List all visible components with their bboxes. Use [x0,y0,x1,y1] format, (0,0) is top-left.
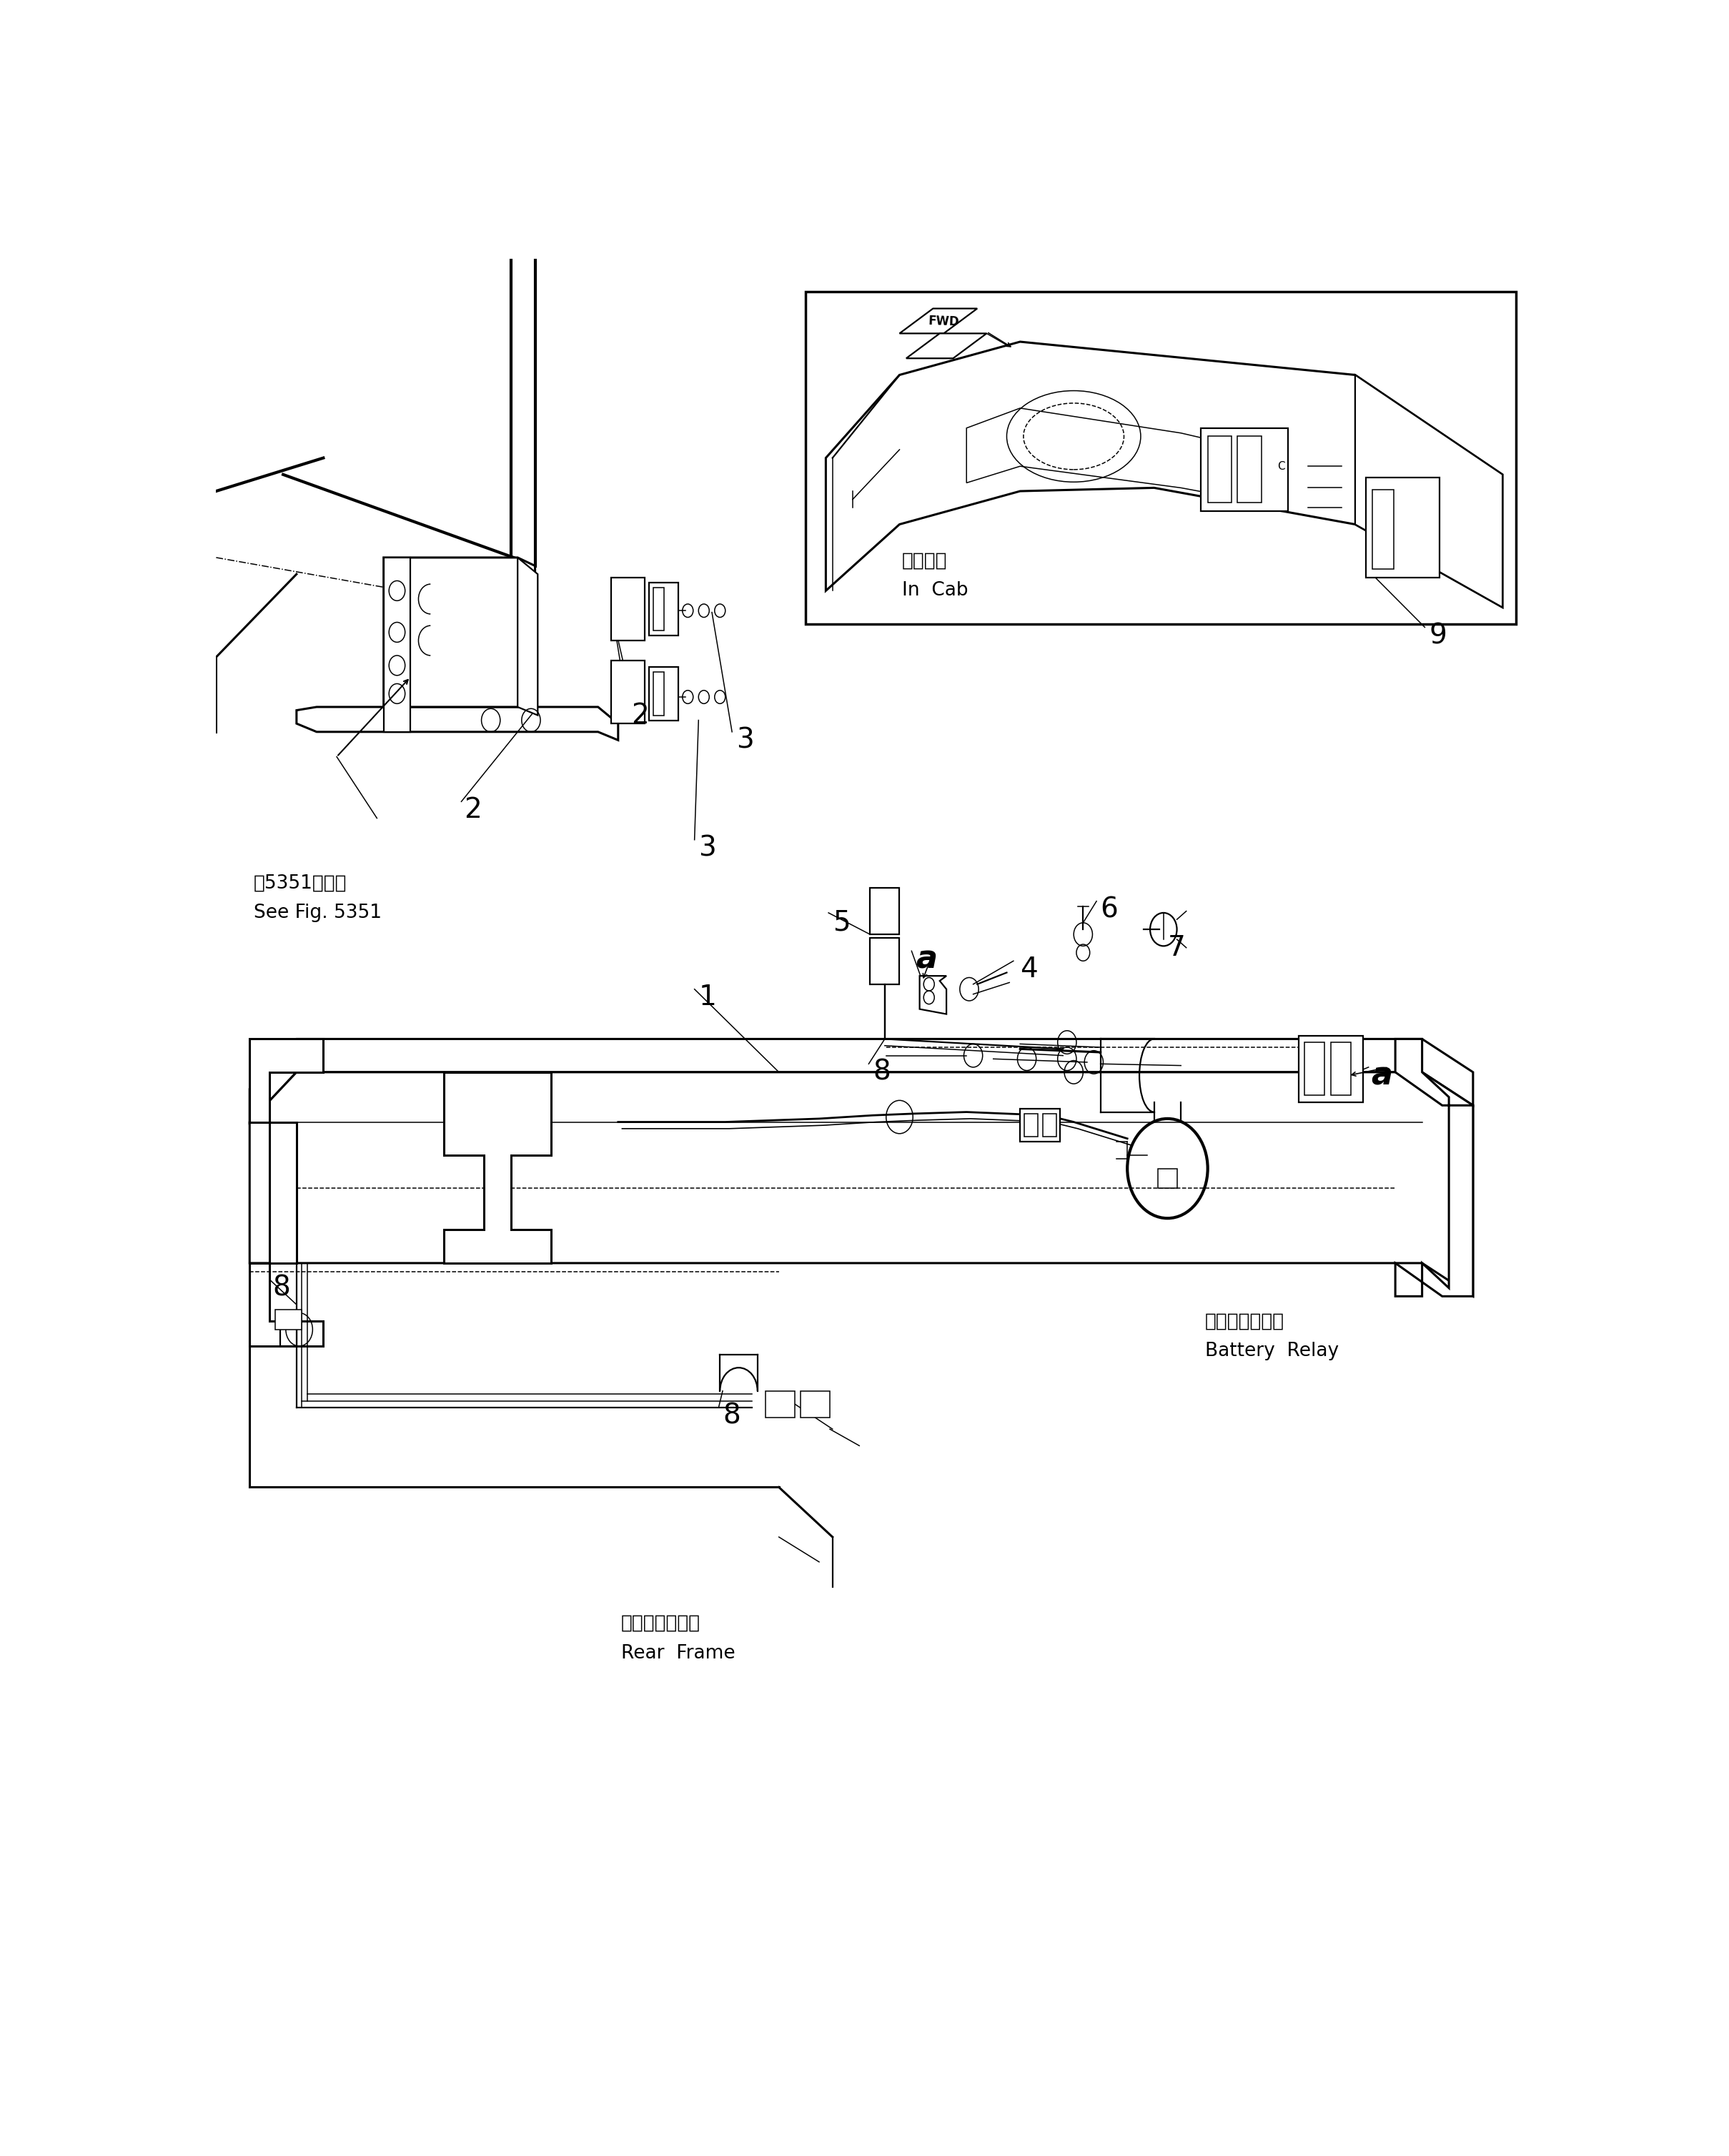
Bar [806,291,1516,623]
Polygon shape [899,308,977,334]
Polygon shape [1395,1039,1473,1296]
Bar [870,938,899,983]
Text: See Fig. 5351: See Fig. 5351 [254,903,382,923]
Polygon shape [384,558,534,707]
Bar [648,582,678,636]
Text: 8: 8 [273,1274,290,1302]
Bar [870,888,899,934]
Polygon shape [444,1072,552,1263]
Text: Battery  Relay: Battery Relay [1205,1341,1338,1360]
Polygon shape [249,1039,323,1345]
Text: 8: 8 [873,1059,890,1087]
Bar [1202,429,1288,511]
Polygon shape [517,558,538,716]
Polygon shape [1356,375,1503,608]
Text: 4: 4 [1020,955,1037,983]
Text: a: a [1371,1061,1392,1091]
Bar [612,660,645,724]
Bar [280,1322,297,1345]
Text: キャブ内: キャブ内 [903,552,947,569]
Bar [648,666,678,720]
Bar [654,673,664,716]
Text: リヤーフレーム: リヤーフレーム [621,1615,700,1632]
Bar [275,1309,303,1330]
Text: FWD: FWD [928,315,960,328]
Text: 9: 9 [1428,621,1447,649]
Bar [1043,1115,1056,1136]
Bar [654,586,664,630]
Text: C: C [1278,461,1285,472]
Text: 1: 1 [699,983,716,1011]
Polygon shape [826,343,1503,608]
Text: 2: 2 [463,796,482,824]
Bar [1158,1169,1177,1188]
Text: 3: 3 [737,727,754,755]
Bar [1298,1035,1362,1102]
Text: In  Cab: In Cab [903,582,968,599]
Polygon shape [249,1072,1473,1296]
Bar [1373,489,1394,569]
Polygon shape [967,407,1288,509]
Text: 7: 7 [1167,934,1186,962]
Bar [766,1391,795,1416]
Text: 第5351図参照: 第5351図参照 [254,873,348,893]
Bar [801,1391,830,1416]
Bar [612,578,645,640]
Bar [1366,479,1440,578]
Text: a: a [916,944,937,975]
Polygon shape [297,707,617,740]
Bar [1024,1115,1037,1136]
Text: 3: 3 [699,834,716,862]
Text: 8: 8 [723,1401,740,1429]
Text: 6: 6 [1101,897,1119,923]
Polygon shape [384,558,410,731]
Bar [1207,436,1231,502]
Polygon shape [249,1039,1473,1121]
Polygon shape [920,977,946,1013]
Text: バッテリリレー: バッテリリレー [1205,1311,1285,1330]
Bar [1238,436,1260,502]
Text: 2: 2 [631,701,648,729]
Text: Rear  Frame: Rear Frame [621,1643,735,1662]
Bar [1020,1108,1060,1143]
Bar [1304,1041,1324,1095]
Text: 5: 5 [833,910,851,936]
Polygon shape [906,334,987,358]
Bar [1331,1041,1350,1095]
